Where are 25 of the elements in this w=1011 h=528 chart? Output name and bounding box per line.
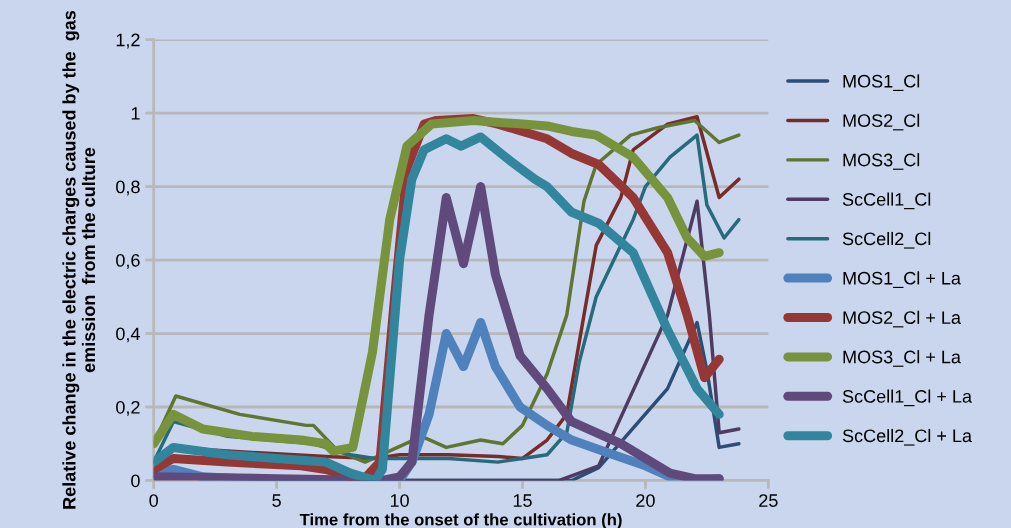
legend-label: ScCell2_Cl — [842, 231, 931, 249]
y-tick-label: 0,4 — [116, 327, 140, 343]
y-tick-label: 0,8 — [116, 180, 140, 196]
legend-label: MOS3_Cl — [843, 153, 920, 170]
y-tick-label: 1,2 — [116, 33, 140, 49]
x-tick-label: 5 — [272, 494, 281, 507]
y-tick-label: 0,2 — [116, 400, 140, 416]
legend-label: MOS1_Cl + La — [843, 271, 961, 288]
x-tick-label: 15 — [513, 494, 532, 507]
legend-label: MOS3_Cl + La — [843, 350, 961, 367]
x-tick-label: 25 — [759, 494, 778, 507]
legend-label: ScCell1_Cl — [842, 192, 931, 210]
y-tick-label: 0 — [131, 474, 140, 488]
x-tick-label: 0 — [149, 494, 158, 507]
y-tick-label: 1 — [131, 107, 140, 120]
x-tick-label: 20 — [636, 494, 655, 507]
legend-label: ScCell1_Cl + La — [842, 389, 973, 407]
legend-label: MOS2_Cl — [843, 113, 920, 131]
x-tick-label: 10 — [390, 494, 409, 507]
legend-label: MOS1_Cl — [843, 74, 920, 91]
y-tick-label: 0,6 — [116, 253, 140, 269]
legend-label: ScCell2_Cl + La — [842, 428, 973, 446]
x-axis-title: Time from the onset of the cultivation (h) — [299, 513, 622, 528]
legend-label: MOS2_Cl + La — [843, 310, 961, 328]
y-axis-title: Relative change in the electric charges caused by the gas emission from the culture — [62, 10, 96, 509]
